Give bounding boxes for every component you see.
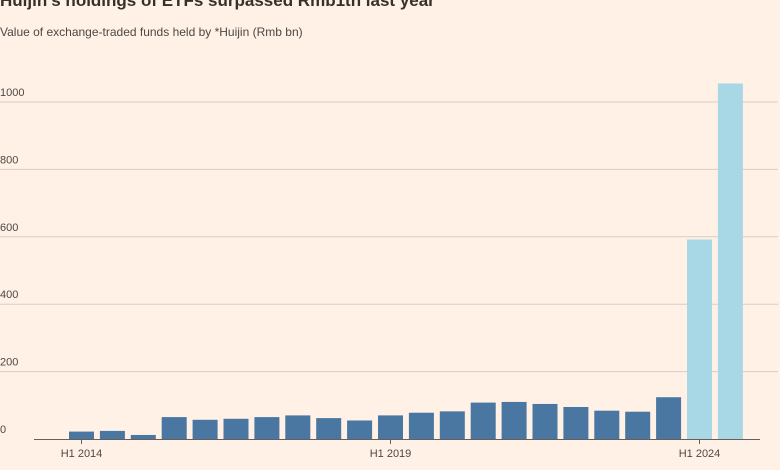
x-tick-label-h1-2024: H1 2024	[679, 448, 721, 460]
bar-h2-2022	[594, 410, 620, 439]
y-tick-label-200: 200	[0, 357, 18, 369]
bar-h1-2024	[687, 239, 712, 439]
bar-h1-2014	[69, 431, 94, 439]
bar-h1-2021	[501, 401, 527, 439]
bar-h2-2021	[532, 403, 558, 439]
bar-h2-2023	[656, 397, 682, 439]
y-tick-label-600: 600	[0, 222, 18, 234]
bar-h1-2018	[316, 418, 342, 439]
bar-h2-2018	[347, 420, 373, 439]
bar-h2-2019	[408, 412, 434, 439]
chart-subtitle: Value of exchange-traded funds held by *…	[0, 25, 303, 39]
bar-h1-2017	[254, 417, 280, 439]
bar-h1-2015	[130, 434, 156, 439]
x-tick-label-h1-2019: H1 2019	[370, 448, 412, 460]
y-tick-label-800: 800	[0, 154, 18, 166]
chart-title: Huijin's holdings of ETFs surpassed Rmb1…	[0, 0, 435, 10]
bar-h1-2019	[378, 415, 403, 439]
x-axis-ticks: H1 2014 H1 2019 H1 2024	[61, 439, 721, 460]
bar-h1-2022	[563, 406, 589, 439]
bar-h2-2017	[285, 415, 311, 439]
bar-h1-2016	[192, 419, 218, 439]
bar-h2-2014	[99, 430, 125, 439]
bar-h2-2024	[717, 83, 743, 439]
bar-h2-2020	[470, 402, 496, 439]
bar-h1-2020	[439, 411, 465, 439]
bar-h2-2016	[223, 418, 249, 439]
bar-h1-2023	[625, 411, 651, 439]
bar-h2-2015	[161, 417, 187, 439]
bars	[69, 83, 743, 439]
y-tick-label-1000: 1000	[0, 87, 24, 99]
y-axis-tick-labels: 0 200 400 600 800 1000	[0, 87, 24, 436]
y-tick-label-0: 0	[0, 424, 6, 436]
y-tick-label-400: 400	[0, 289, 18, 301]
gridlines	[0, 101, 778, 373]
x-tick-label-h1-2014: H1 2014	[61, 448, 103, 460]
